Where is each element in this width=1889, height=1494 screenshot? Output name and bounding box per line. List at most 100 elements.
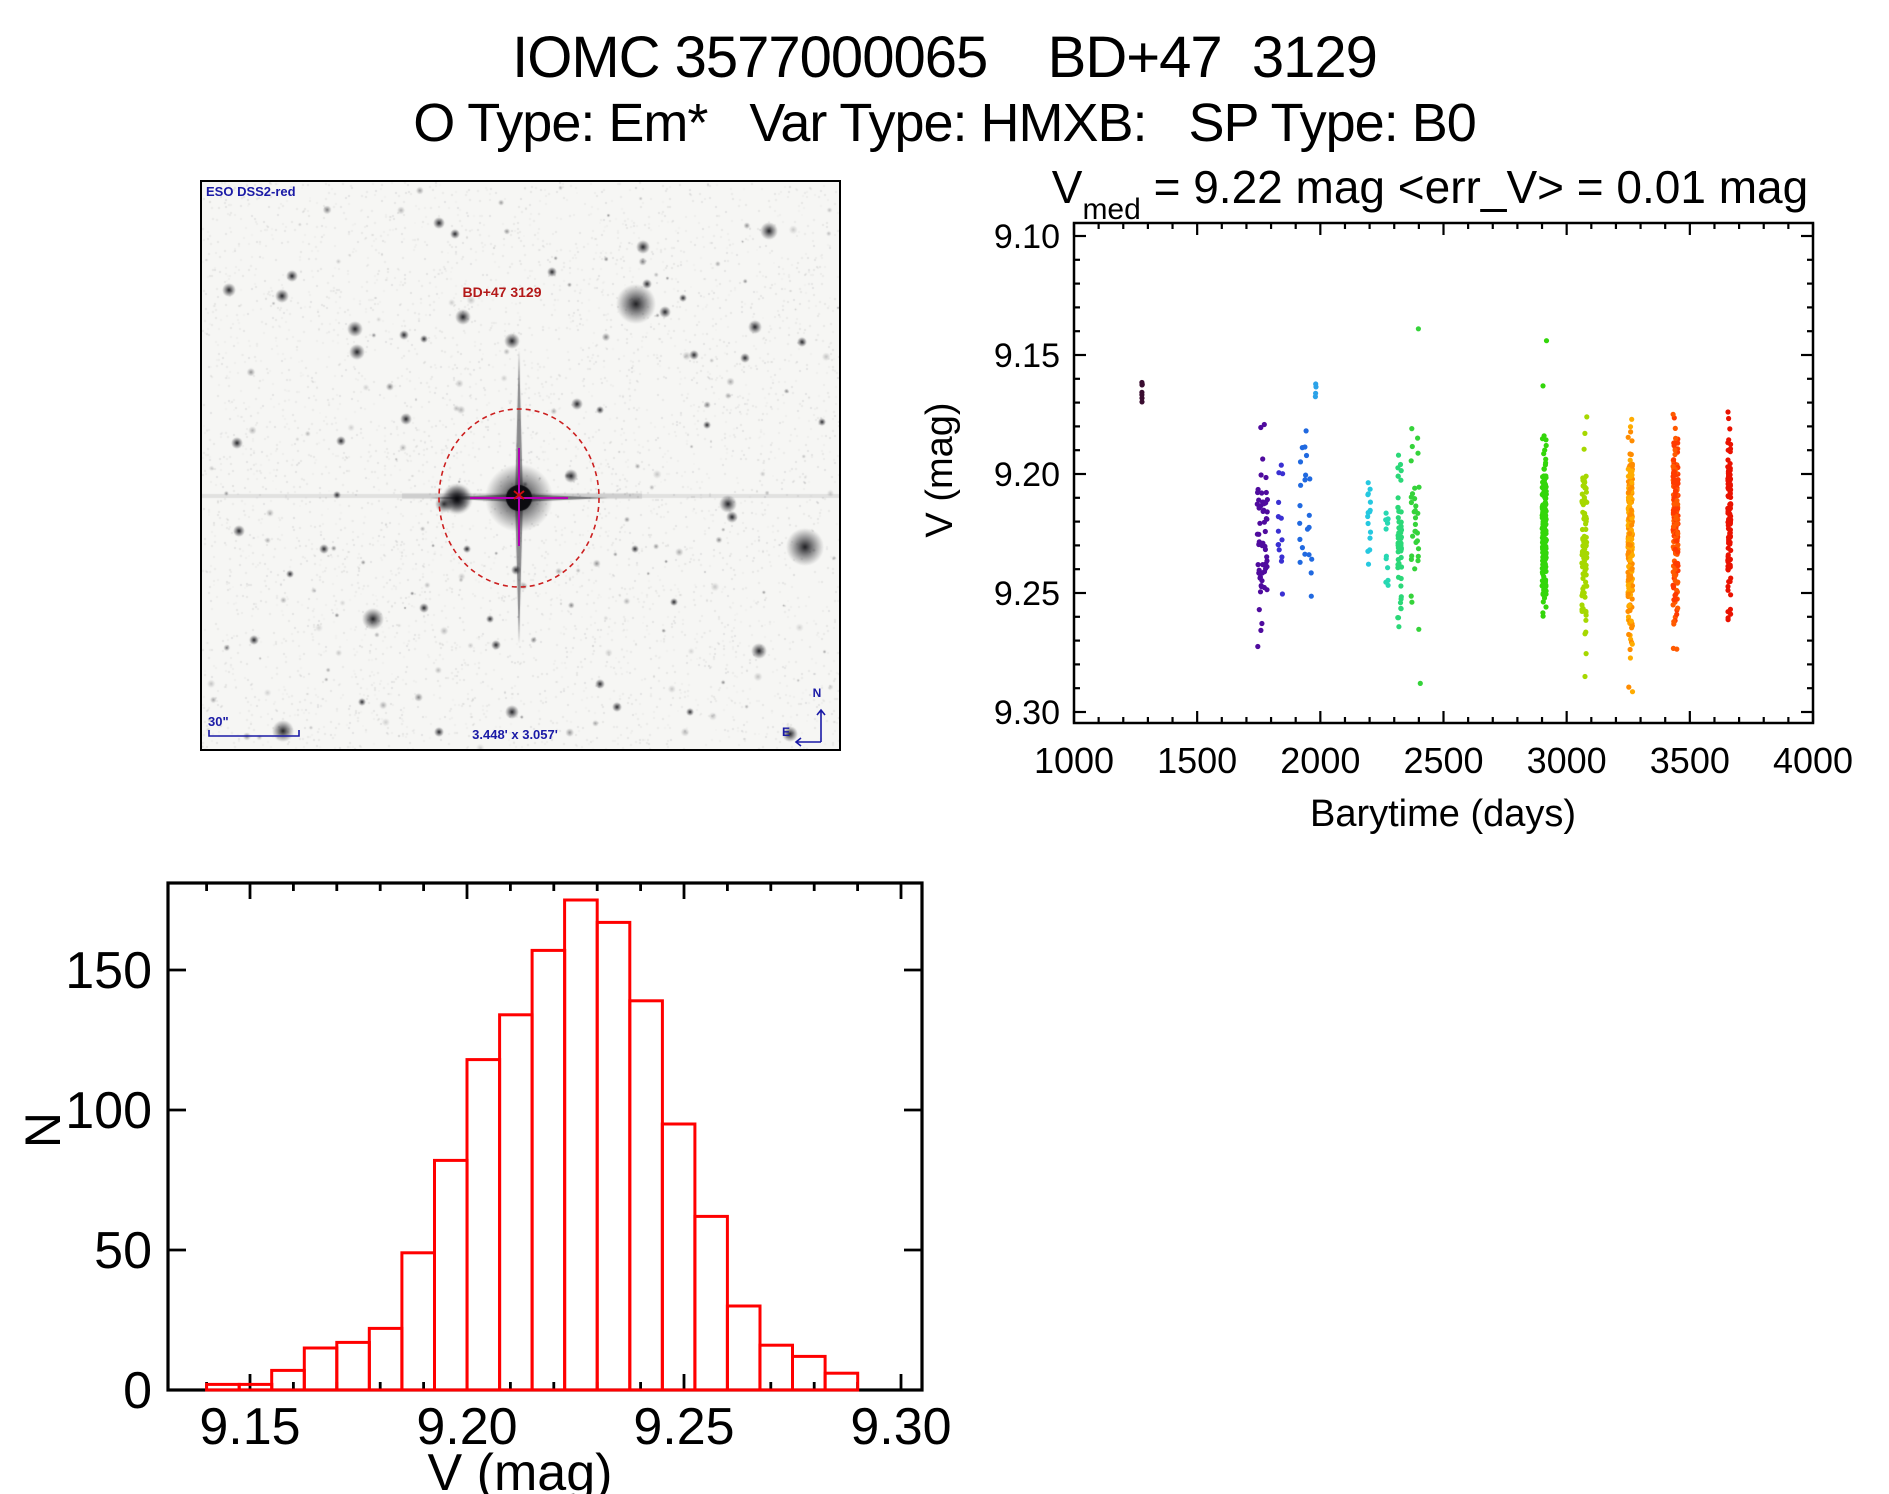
lc-data-point (1414, 538, 1420, 544)
lc-data-point (1279, 591, 1285, 597)
lc-epoch-13-points (1670, 411, 1681, 652)
lc-data-point (1543, 521, 1549, 528)
hist-bar (498, 1013, 534, 1392)
hist-x-tick-label: 9.25 (633, 1398, 734, 1456)
scale-bar-label: 30" (208, 714, 229, 729)
lc-data-point (1279, 554, 1285, 560)
lc-data-point (1728, 611, 1734, 617)
lc-data-point (1259, 620, 1265, 627)
lc-data-point (1542, 481, 1548, 488)
lc-data-point (1409, 491, 1416, 497)
lc-data-point (1629, 461, 1635, 467)
lc-data-point (1728, 547, 1734, 554)
lc-data-point (1409, 443, 1415, 450)
lc-data-point (1583, 489, 1589, 495)
lc-data-point (1261, 584, 1267, 591)
hist-bar (758, 1343, 795, 1392)
lc-data-point (1367, 535, 1373, 541)
lc-data-point (1540, 599, 1546, 605)
lc-data-point (1672, 546, 1678, 552)
lc-data-point (1395, 504, 1401, 511)
lc-epoch-10-points (1539, 338, 1550, 619)
lc-data-point (1581, 446, 1587, 452)
lc-data-point (1262, 528, 1268, 535)
lc-data-point (1626, 496, 1632, 502)
lc-data-point (1675, 530, 1681, 537)
lc-data-point (1541, 583, 1547, 589)
lc-data-point (1670, 463, 1676, 469)
lc-data-point (1398, 594, 1404, 600)
lc-data-point (1410, 533, 1416, 539)
lc-data-point (1385, 577, 1391, 584)
lc-data-point (1673, 596, 1679, 602)
lc-data-point (1365, 561, 1372, 567)
lc-data-point (1543, 604, 1549, 610)
lc-data-point (1671, 457, 1677, 463)
lc-data-point (1671, 523, 1677, 530)
lc-data-point (1725, 565, 1731, 571)
lc-data-point (1297, 520, 1303, 526)
light-curve-title: Vmed = 9.22 mag <err_V> = 0.01 mag (1000, 160, 1860, 226)
lc-data-point (1540, 490, 1546, 496)
lc-data-point (1257, 520, 1263, 526)
lc-data-point (1412, 485, 1418, 491)
lc-data-point (1728, 502, 1734, 508)
lc-data-point (1262, 500, 1268, 506)
lc-data-point (1306, 552, 1312, 558)
lc-data-point (1413, 503, 1419, 509)
lc-data-point (1670, 470, 1677, 476)
lc-data-point (1408, 593, 1414, 599)
lc-data-point (1627, 646, 1633, 653)
lc-data-point (1275, 542, 1282, 548)
lc-data-point (1297, 503, 1303, 509)
lc-data-point (1385, 582, 1391, 588)
lc-data-point (1395, 615, 1402, 621)
lc-data-point (1584, 414, 1590, 420)
lc-data-point (1304, 526, 1311, 532)
hist-y-tick-label: 150 (65, 942, 152, 1000)
lc-data-point (1395, 574, 1402, 580)
lc-data-point (1367, 509, 1373, 515)
hist-bar (530, 948, 567, 1392)
lc-data-point (1672, 578, 1678, 584)
lc-data-point (1579, 491, 1585, 497)
lc-data-point (1626, 602, 1632, 609)
lc-data-point (1308, 593, 1314, 599)
lc-data-point (1312, 394, 1318, 400)
lc-data-point (1629, 480, 1635, 486)
lc-data-point (1256, 567, 1262, 573)
lc-data-point (1398, 477, 1404, 483)
lc-data-point (1254, 531, 1260, 537)
lc-data-point (1543, 550, 1549, 556)
page-title: IOMC 3577000065 BD+47 3129 (512, 25, 1378, 90)
lc-data-point (1396, 508, 1402, 514)
lc-data-point (1626, 684, 1632, 690)
lc-data-point (1542, 499, 1548, 506)
lc-data-point (1313, 384, 1319, 390)
lc-data-point (1278, 462, 1284, 468)
hist-bar (628, 999, 664, 1392)
lc-data-point (1256, 505, 1262, 511)
hist-bar (823, 1371, 860, 1392)
lc-data-point (1675, 563, 1681, 569)
hist-bar (302, 1346, 339, 1392)
lc-data-point (1727, 606, 1733, 613)
lc-x-tick-label: 3000 (1527, 740, 1607, 781)
lc-data-point (1725, 617, 1731, 623)
lc-data-point (1580, 548, 1586, 554)
lc-data-point (1256, 539, 1262, 545)
dss-overlay (208, 408, 826, 747)
lc-data-point (1367, 499, 1373, 505)
lc-data-point (1275, 528, 1281, 534)
lc-epoch-6-points (1365, 480, 1374, 567)
lc-y-axis-label: V (mag) (919, 402, 961, 537)
hist-x-tick-label: 9.20 (416, 1398, 517, 1456)
hist-bar (563, 898, 599, 1392)
hist-y-tick-label: 50 (94, 1222, 152, 1280)
lc-y-tick-label: 9.30 (994, 694, 1060, 732)
lc-data-point-outlier (1417, 680, 1423, 687)
lc-data-point (1542, 447, 1548, 453)
lc-data-point (1259, 490, 1265, 496)
hist-bar (367, 1326, 404, 1392)
lc-data-point (1728, 592, 1734, 598)
